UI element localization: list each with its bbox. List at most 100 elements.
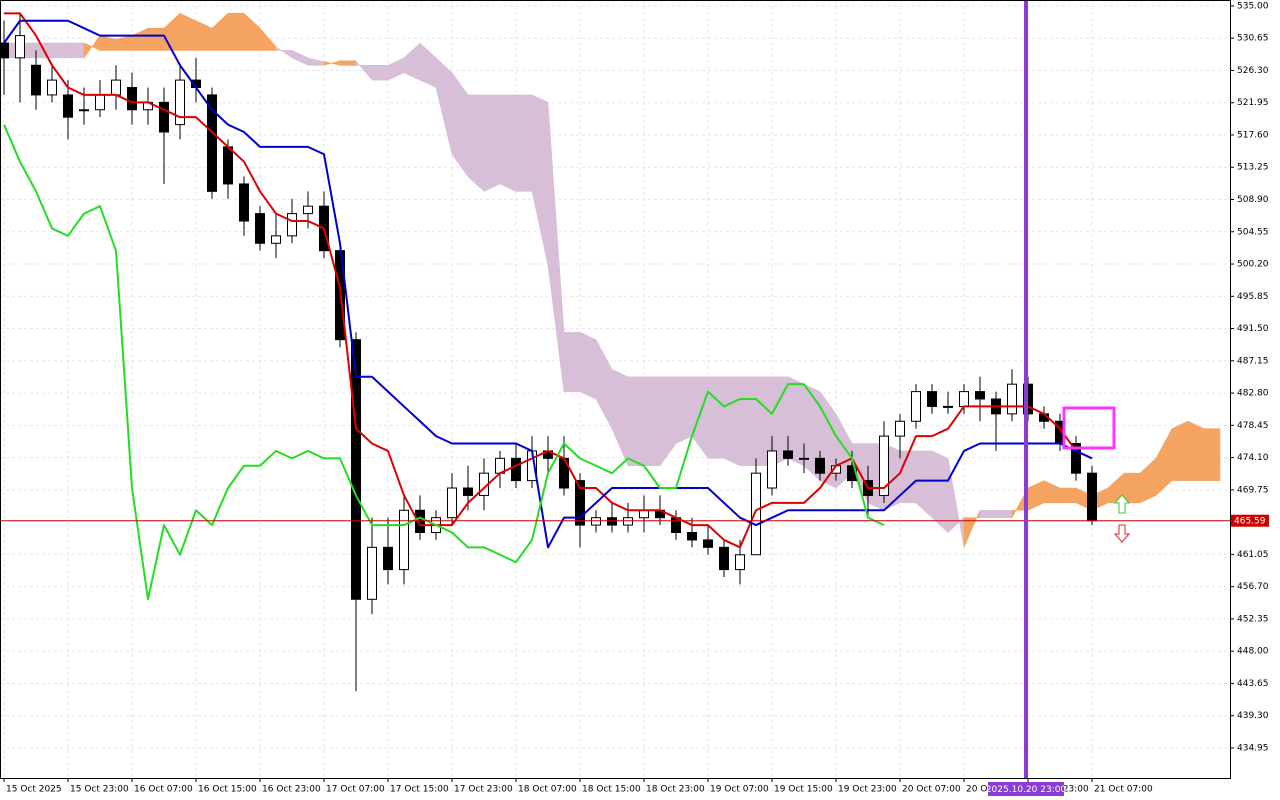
candle-body <box>751 472 761 556</box>
candle-body <box>399 509 409 571</box>
candle-body <box>1071 443 1081 474</box>
y-tick-label: 530.65 <box>1237 34 1269 44</box>
candle-body <box>959 391 969 407</box>
separator-label: 2025.10.20 23:00 <box>986 785 1067 795</box>
y-tick-label: 521.95 <box>1237 98 1269 108</box>
y-tick-label: 456.70 <box>1237 582 1269 592</box>
candle-body <box>79 109 89 112</box>
candle-body <box>367 546 377 600</box>
candle-body <box>687 532 697 541</box>
candle-body <box>879 435 889 496</box>
candle-body <box>255 213 265 244</box>
candle-body <box>271 235 281 244</box>
cloud-segment <box>1059 487 1077 504</box>
candle-body <box>511 457 521 482</box>
candle-body <box>815 457 825 474</box>
candle-body <box>111 79 121 96</box>
cloud-segment <box>67 42 85 59</box>
candle-body <box>383 546 393 571</box>
y-tick-label: 535.00 <box>1237 1 1269 11</box>
candle-body <box>47 79 57 96</box>
candle-body <box>351 339 361 600</box>
cloud-segment <box>339 60 357 66</box>
x-tick-label: 19 Oct 07:00 <box>710 785 769 795</box>
x-tick-label: 19 Oct 23:00 <box>838 785 897 795</box>
cloud-segment <box>227 13 245 51</box>
candle-body <box>447 487 457 519</box>
y-tick-label: 434.95 <box>1237 743 1269 753</box>
x-tick-label: 15 Oct 23:00 <box>70 785 129 795</box>
cloud-segment <box>643 376 661 467</box>
plot-border <box>0 0 1231 779</box>
down-arrow <box>1113 524 1131 543</box>
indicator-line <box>3 19 1093 549</box>
y-tick-label: 513.25 <box>1237 163 1269 173</box>
candle-body <box>735 554 745 571</box>
candle-body <box>767 450 777 489</box>
y-tick-label: 487.15 <box>1237 356 1269 366</box>
cloud-segment <box>707 376 725 459</box>
x-tick-label: 16 Oct 07:00 <box>134 785 193 795</box>
separator-label-box <box>988 782 1064 796</box>
cloud-segment <box>1123 472 1141 504</box>
candle-body <box>639 509 649 519</box>
candle-body <box>223 146 233 185</box>
x-tick-label: 19 Oct 15:00 <box>774 785 833 795</box>
x-tick-label: 17 Oct 23:00 <box>454 785 513 795</box>
x-tick-label: 20 Oct 07:00 <box>902 785 961 795</box>
candle-body <box>911 391 921 422</box>
indicator-line <box>4 12 1093 549</box>
cloud-segment <box>675 376 693 444</box>
candle-body <box>799 457 809 460</box>
candle-body <box>239 183 249 222</box>
candle-body <box>719 546 729 571</box>
candle-body <box>463 487 473 496</box>
cloud-segment <box>515 94 533 192</box>
y-tick-label: 500.20 <box>1237 260 1269 270</box>
candle-body <box>95 94 105 111</box>
candle-body <box>1087 472 1097 522</box>
y-tick-label: 517.60 <box>1237 130 1269 140</box>
x-tick-label: 18 Oct 07:00 <box>518 785 577 795</box>
price-label: 465.59 <box>1234 517 1266 527</box>
line-layer <box>3 12 1093 601</box>
highlight-box <box>1062 406 1116 450</box>
cloud-segment <box>723 376 741 467</box>
cloud-segment <box>51 42 69 59</box>
x-tick-label: 21 Oct 07:00 <box>1094 785 1153 795</box>
x-tick-label: 17 Oct 15:00 <box>390 785 449 795</box>
cloud-segment <box>899 450 917 504</box>
cloud-segment <box>563 331 581 392</box>
grid-layer <box>0 0 1230 778</box>
x-tick-label: 18 Oct 23:00 <box>646 785 705 795</box>
y-tick-label: 508.90 <box>1237 195 1269 205</box>
candle-body <box>31 64 41 96</box>
y-tick-label: 526.30 <box>1237 66 1269 76</box>
indicator-line <box>3 124 885 601</box>
candle-body <box>703 539 713 548</box>
candle-body <box>895 420 905 437</box>
axis-layer: 535.00 530.65 526.30 521.95 517.60 513.25 508.… <box>3 1 1269 795</box>
x-tick-label: 16 Oct 15:00 <box>198 785 257 795</box>
cloud-segment <box>499 94 517 192</box>
candle-body <box>63 94 73 118</box>
y-tick-label: 474.10 <box>1237 453 1269 463</box>
y-tick-label: 439.30 <box>1237 711 1269 721</box>
cloud-segment <box>1171 420 1189 481</box>
candle-body <box>783 450 793 459</box>
candle-body <box>127 87 137 111</box>
candle-body <box>943 405 953 408</box>
y-tick-label: 491.50 <box>1237 324 1269 334</box>
candle-body <box>207 94 217 192</box>
y-tick-label: 469.75 <box>1237 485 1269 495</box>
candle-body <box>287 213 297 237</box>
candle-body <box>0 42 9 59</box>
y-tick-label: 443.65 <box>1237 679 1269 689</box>
cloud-segment <box>579 331 597 400</box>
candle-body <box>303 205 313 215</box>
candle-body <box>607 517 617 526</box>
candle-body <box>1007 383 1017 415</box>
cloud-layer <box>3 12 1221 548</box>
candle-body <box>15 35 25 59</box>
y-tick-label: 452.35 <box>1237 614 1269 624</box>
